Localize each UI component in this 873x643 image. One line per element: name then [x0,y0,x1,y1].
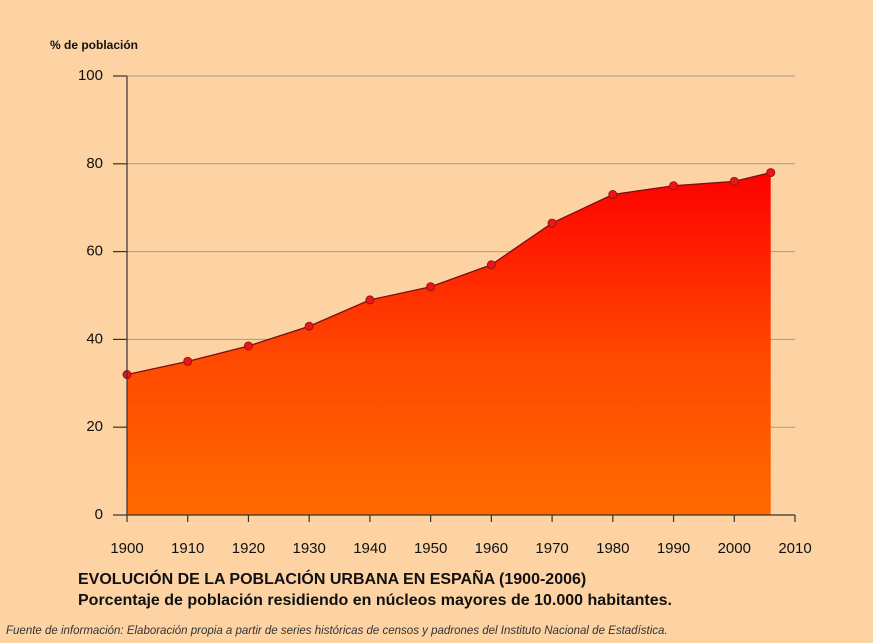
area [127,172,771,515]
x-tick-label: 1910 [171,540,204,557]
x-tick-label: 2010 [778,540,811,557]
x-tick-label: 1920 [232,540,265,557]
point [183,356,193,366]
source-note: Fuente de información: Elaboración propi… [6,625,668,637]
x-tick-label: 1990 [657,540,690,557]
chart-subtitle: Porcentaje de población residiendo en nú… [78,592,672,609]
line [126,171,771,376]
point [547,218,557,228]
point [729,176,739,186]
chart-title: EVOLUCIÓN DE LA POBLACIÓN URBANA EN ESPA… [78,568,586,588]
y-tick-label: 100 [78,67,103,84]
y-axis-label: % de población [50,38,138,52]
y-tick-label: 40 [86,330,103,347]
point [365,295,375,305]
x-tick-label: 1980 [596,540,629,557]
point [304,321,314,331]
y-tick-label: 60 [86,243,103,260]
x-tick-label: 1960 [475,540,508,557]
point [669,181,679,191]
x-tick-label: 1950 [414,540,447,557]
y-tick-label: 80 [86,155,103,172]
x-tick-label: 2000 [718,540,751,557]
y-tick-label: 0 [95,506,103,523]
point [426,282,436,292]
point [486,260,496,270]
y-tick-label: 20 [86,418,103,435]
x-tick-label: 1940 [353,540,386,557]
x-tick-label: 1930 [292,540,325,557]
x-tick-label: 1970 [535,540,568,557]
point [766,168,776,178]
point [243,341,253,351]
x-tick-label: 1900 [110,540,143,557]
point [608,190,618,200]
